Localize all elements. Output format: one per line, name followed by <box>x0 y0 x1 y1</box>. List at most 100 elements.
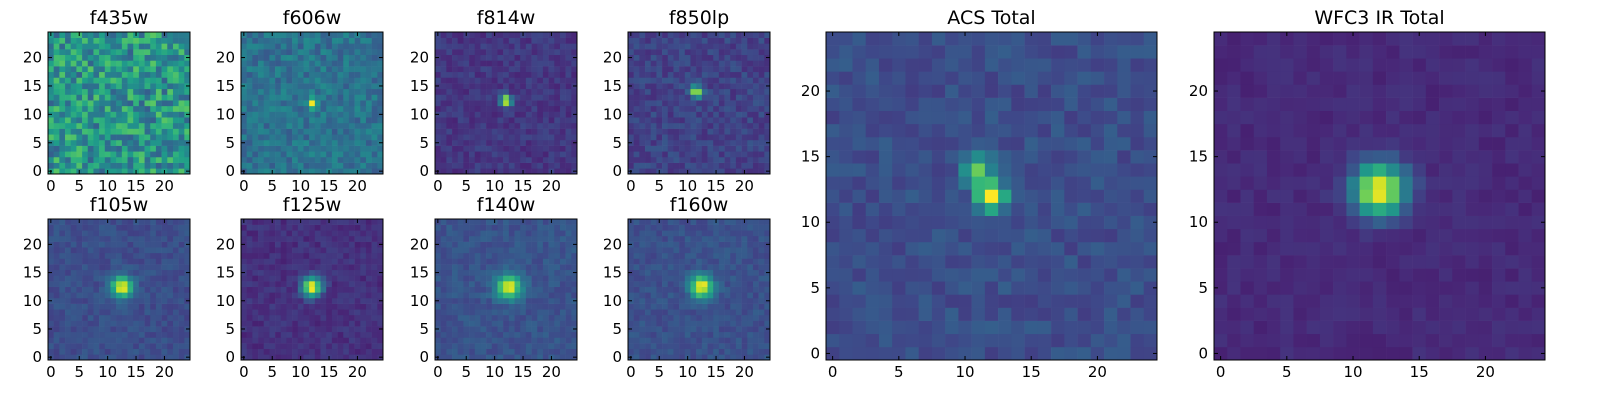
heatmap-cell <box>1117 45 1131 59</box>
heatmap-cell <box>457 134 464 141</box>
heatmap-cell <box>679 168 686 175</box>
heatmap-cell <box>280 71 287 78</box>
heatmap-cell <box>508 320 515 327</box>
heatmap-cell <box>480 337 487 344</box>
heatmap-cell <box>292 314 299 321</box>
heatmap-cell <box>258 94 265 101</box>
heatmap-cell <box>252 32 259 38</box>
heatmap-cell <box>514 100 521 107</box>
heatmap-cell <box>309 235 316 242</box>
heatmap-cell <box>121 49 128 56</box>
heatmap-cell <box>865 320 880 335</box>
heatmap-cell <box>82 94 89 101</box>
heatmap-cell <box>480 122 487 129</box>
heatmap-cell <box>673 105 680 112</box>
heatmap-cell <box>150 117 157 124</box>
heatmap-cell <box>286 230 293 237</box>
heatmap-cell <box>326 314 333 321</box>
heatmap-cell <box>65 77 72 84</box>
heatmap-cell <box>764 122 771 129</box>
heatmap-cell <box>707 111 714 118</box>
heatmap-cell <box>246 49 253 56</box>
heatmap-cell <box>554 88 561 95</box>
heatmap-cell <box>331 134 338 141</box>
heatmap-cell <box>571 292 578 299</box>
heatmap-cell <box>82 32 89 38</box>
heatmap-cell <box>905 84 919 98</box>
heatmap-cell <box>735 145 742 152</box>
heatmap-cell <box>121 292 128 299</box>
heatmap-cell <box>503 66 510 73</box>
heatmap-cell <box>469 326 476 333</box>
heatmap-cell <box>144 162 151 169</box>
heatmap-cell <box>457 151 464 158</box>
heatmap-cell <box>320 77 327 84</box>
heatmap-cell <box>59 219 66 225</box>
heatmap-cell <box>99 162 106 169</box>
heatmap-cell <box>59 309 66 316</box>
heatmap-cell <box>150 37 157 44</box>
heatmap-cell <box>161 275 168 282</box>
heatmap-cell <box>110 326 117 333</box>
heatmap-cell <box>1011 346 1025 361</box>
heatmap-cell <box>931 32 946 46</box>
heatmap-cell <box>984 123 999 138</box>
heatmap-cell <box>331 105 338 112</box>
heatmap-cell <box>741 49 748 56</box>
heatmap-cell <box>852 45 867 59</box>
heatmap-cell <box>747 105 754 112</box>
heatmap-cell <box>246 83 253 90</box>
heatmap-cell <box>839 45 853 59</box>
heatmap-cell <box>116 264 123 271</box>
heatmap-cell <box>758 122 765 129</box>
heatmap-cell <box>246 230 253 237</box>
heatmap-cell <box>110 134 117 141</box>
heatmap-cell <box>673 54 680 61</box>
heatmap-cell <box>65 326 72 333</box>
heatmap-cell <box>1024 307 1039 321</box>
heatmap-cell <box>127 117 134 124</box>
heatmap-cell <box>520 88 527 95</box>
heatmap-cell <box>1011 320 1025 335</box>
heatmap-cell <box>508 314 515 321</box>
heatmap-cell <box>178 105 185 112</box>
heatmap-cell <box>280 230 287 237</box>
heatmap-cell <box>53 281 60 287</box>
heatmap-cell <box>286 354 293 361</box>
heatmap-cell <box>463 156 470 163</box>
heatmap-cell <box>144 122 151 129</box>
heatmap-cell <box>667 111 674 118</box>
heatmap-cell <box>365 348 372 355</box>
heatmap-cell <box>320 54 327 61</box>
heatmap-cell <box>474 292 481 299</box>
heatmap-cell <box>508 275 515 282</box>
heatmap-cell <box>998 281 1012 295</box>
heatmap-cell <box>121 156 128 163</box>
heatmap-cell <box>905 136 919 151</box>
heatmap-cell <box>292 230 299 237</box>
heatmap-cell <box>48 309 54 316</box>
heatmap-cell <box>508 66 515 73</box>
heatmap-cell <box>469 134 476 141</box>
heatmap-cell <box>292 269 299 276</box>
heatmap-cell <box>1077 123 1092 138</box>
heatmap-cell <box>730 60 737 67</box>
heatmap-cell <box>673 100 680 107</box>
heatmap-cell <box>116 292 123 299</box>
heatmap-cell <box>690 71 697 78</box>
heatmap-cell <box>463 105 470 112</box>
heatmap-cell <box>252 83 259 90</box>
heatmap-cell <box>161 292 168 299</box>
heatmap-cell <box>133 309 140 316</box>
heatmap-cell <box>878 176 893 190</box>
heatmap-cell <box>905 346 919 361</box>
heatmap-cell <box>650 139 657 146</box>
heatmap-cell <box>752 71 759 78</box>
heatmap-cell <box>337 60 344 67</box>
heatmap-cell <box>292 326 299 333</box>
heatmap-cell <box>172 331 179 338</box>
heatmap-cell <box>303 111 310 118</box>
heatmap-cell <box>309 275 316 282</box>
heatmap-cell <box>565 66 572 73</box>
heatmap-cell <box>559 94 566 101</box>
